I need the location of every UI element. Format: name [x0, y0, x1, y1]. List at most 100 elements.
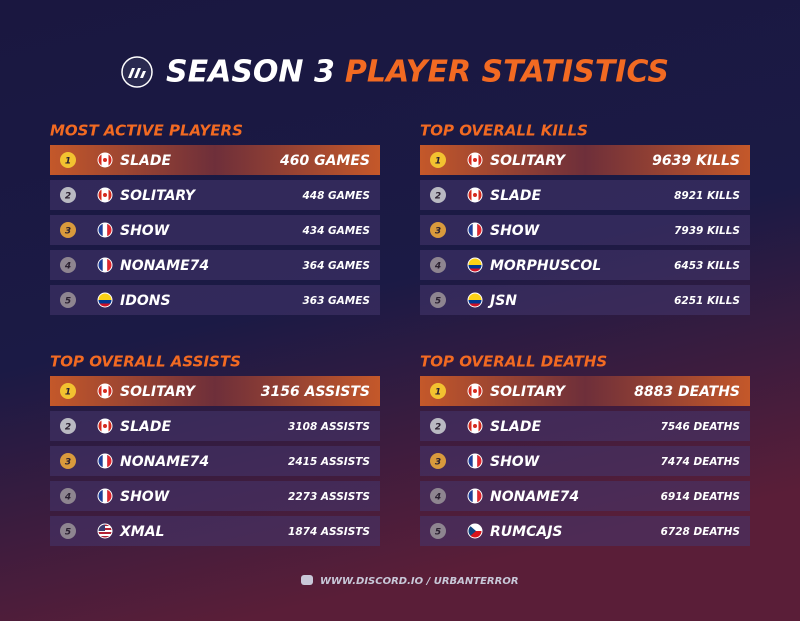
- flag-fill: [98, 489, 112, 503]
- flag-fill: [468, 384, 482, 398]
- flag-ring: [97, 383, 113, 399]
- flag-part: [103, 389, 107, 393]
- stat: 3156 ASSISTS: [261, 384, 370, 400]
- rank-badge: [430, 383, 446, 399]
- flag-part: [98, 188, 102, 202]
- rank: 5: [65, 528, 71, 538]
- flag-part: [98, 489, 103, 503]
- flag-ring: [467, 523, 483, 539]
- flag-part: [478, 419, 482, 433]
- flag-fill: [98, 384, 112, 398]
- flag-ring: [97, 257, 113, 273]
- flag-part: [102, 454, 108, 468]
- flag-fill: [98, 223, 112, 237]
- flag-part: [102, 258, 108, 272]
- stat: 6453 KILLS: [674, 260, 740, 272]
- player-name: IDONS: [120, 293, 171, 309]
- flag: [97, 292, 113, 308]
- flag-ring: [467, 257, 483, 273]
- flag-part: [103, 158, 107, 162]
- rank-badge: [60, 488, 76, 504]
- flag-ring: [97, 523, 113, 539]
- player-name: SHOW: [120, 223, 170, 239]
- stat: 1874 ASSISTS: [288, 526, 370, 538]
- rank: 5: [435, 297, 441, 307]
- flag-part: [103, 424, 107, 428]
- stat: 6914 DEATHS: [661, 491, 740, 503]
- stat: 2415 ASSISTS: [288, 456, 370, 468]
- player-name: RUMCAJS: [490, 524, 562, 540]
- flag-part: [468, 524, 476, 538]
- rank-badge: [430, 152, 446, 168]
- rank-badge: [430, 222, 446, 238]
- flag-part: [98, 223, 103, 237]
- flag-part: [468, 258, 482, 265]
- rank: 3: [435, 458, 441, 468]
- flag-part: [468, 300, 482, 304]
- flag-part: [468, 153, 472, 167]
- flag-part: [98, 384, 102, 398]
- flag-fill: [468, 454, 482, 468]
- stat: 7939 KILLS: [674, 225, 740, 237]
- rank-badge: [60, 418, 76, 434]
- flag-ring: [467, 292, 483, 308]
- flag-part: [468, 531, 482, 538]
- flag: [467, 383, 483, 399]
- flag-part: [468, 265, 482, 269]
- flag: [467, 488, 483, 504]
- stat: 448 GAMES: [301, 190, 370, 202]
- rank: 4: [434, 493, 441, 503]
- flag-part: [108, 153, 112, 167]
- player-name: SHOW: [120, 489, 170, 505]
- flag-part: [468, 419, 472, 433]
- flag-ring: [97, 453, 113, 469]
- flag-part: [478, 384, 482, 398]
- flag-fill: [468, 188, 482, 202]
- rank-badge: [60, 187, 76, 203]
- flag-part: [472, 489, 478, 503]
- flag-part: [477, 489, 482, 503]
- flag-part: [108, 188, 112, 202]
- rank-badge: [430, 523, 446, 539]
- flag-part: [98, 153, 102, 167]
- flag: [97, 383, 113, 399]
- flag-fill: [98, 524, 112, 538]
- flag: [467, 187, 483, 203]
- flag-part: [472, 454, 478, 468]
- rank-badge: [430, 257, 446, 273]
- flag-part: [468, 454, 473, 468]
- flag-part: [98, 534, 112, 536]
- flag-fill: [468, 524, 482, 538]
- flag-ring: [97, 488, 113, 504]
- rank: 3: [65, 458, 71, 468]
- flag: [467, 152, 483, 168]
- stat: 6728 DEATHS: [661, 526, 740, 538]
- rank: 2: [435, 192, 441, 202]
- flag-fill: [98, 188, 112, 202]
- flag-fill: [98, 153, 112, 167]
- flag-part: [98, 536, 112, 538]
- flag-part: [107, 489, 112, 503]
- flag-ring: [97, 222, 113, 238]
- flag-part: [468, 293, 482, 300]
- player-name: SLADE: [120, 419, 171, 435]
- flag-part: [473, 193, 477, 197]
- section-title: TOP OVERALL ASSISTS: [50, 353, 241, 371]
- rank-badge: [430, 453, 446, 469]
- player-name: MORPHUSCOL: [490, 258, 601, 274]
- stat: 460 GAMES: [279, 153, 370, 169]
- stat: 6251 KILLS: [674, 295, 740, 307]
- flag-part: [468, 384, 472, 398]
- flag-part: [108, 419, 112, 433]
- flag-ring: [97, 292, 113, 308]
- flag: [467, 257, 483, 273]
- flag-part: [468, 188, 472, 202]
- rank: 1: [65, 157, 71, 167]
- rank-badge: [430, 418, 446, 434]
- flag-ring: [97, 152, 113, 168]
- flag: [97, 152, 113, 168]
- flag-fill: [468, 293, 482, 307]
- flag-part: [98, 293, 112, 300]
- flag: [97, 222, 113, 238]
